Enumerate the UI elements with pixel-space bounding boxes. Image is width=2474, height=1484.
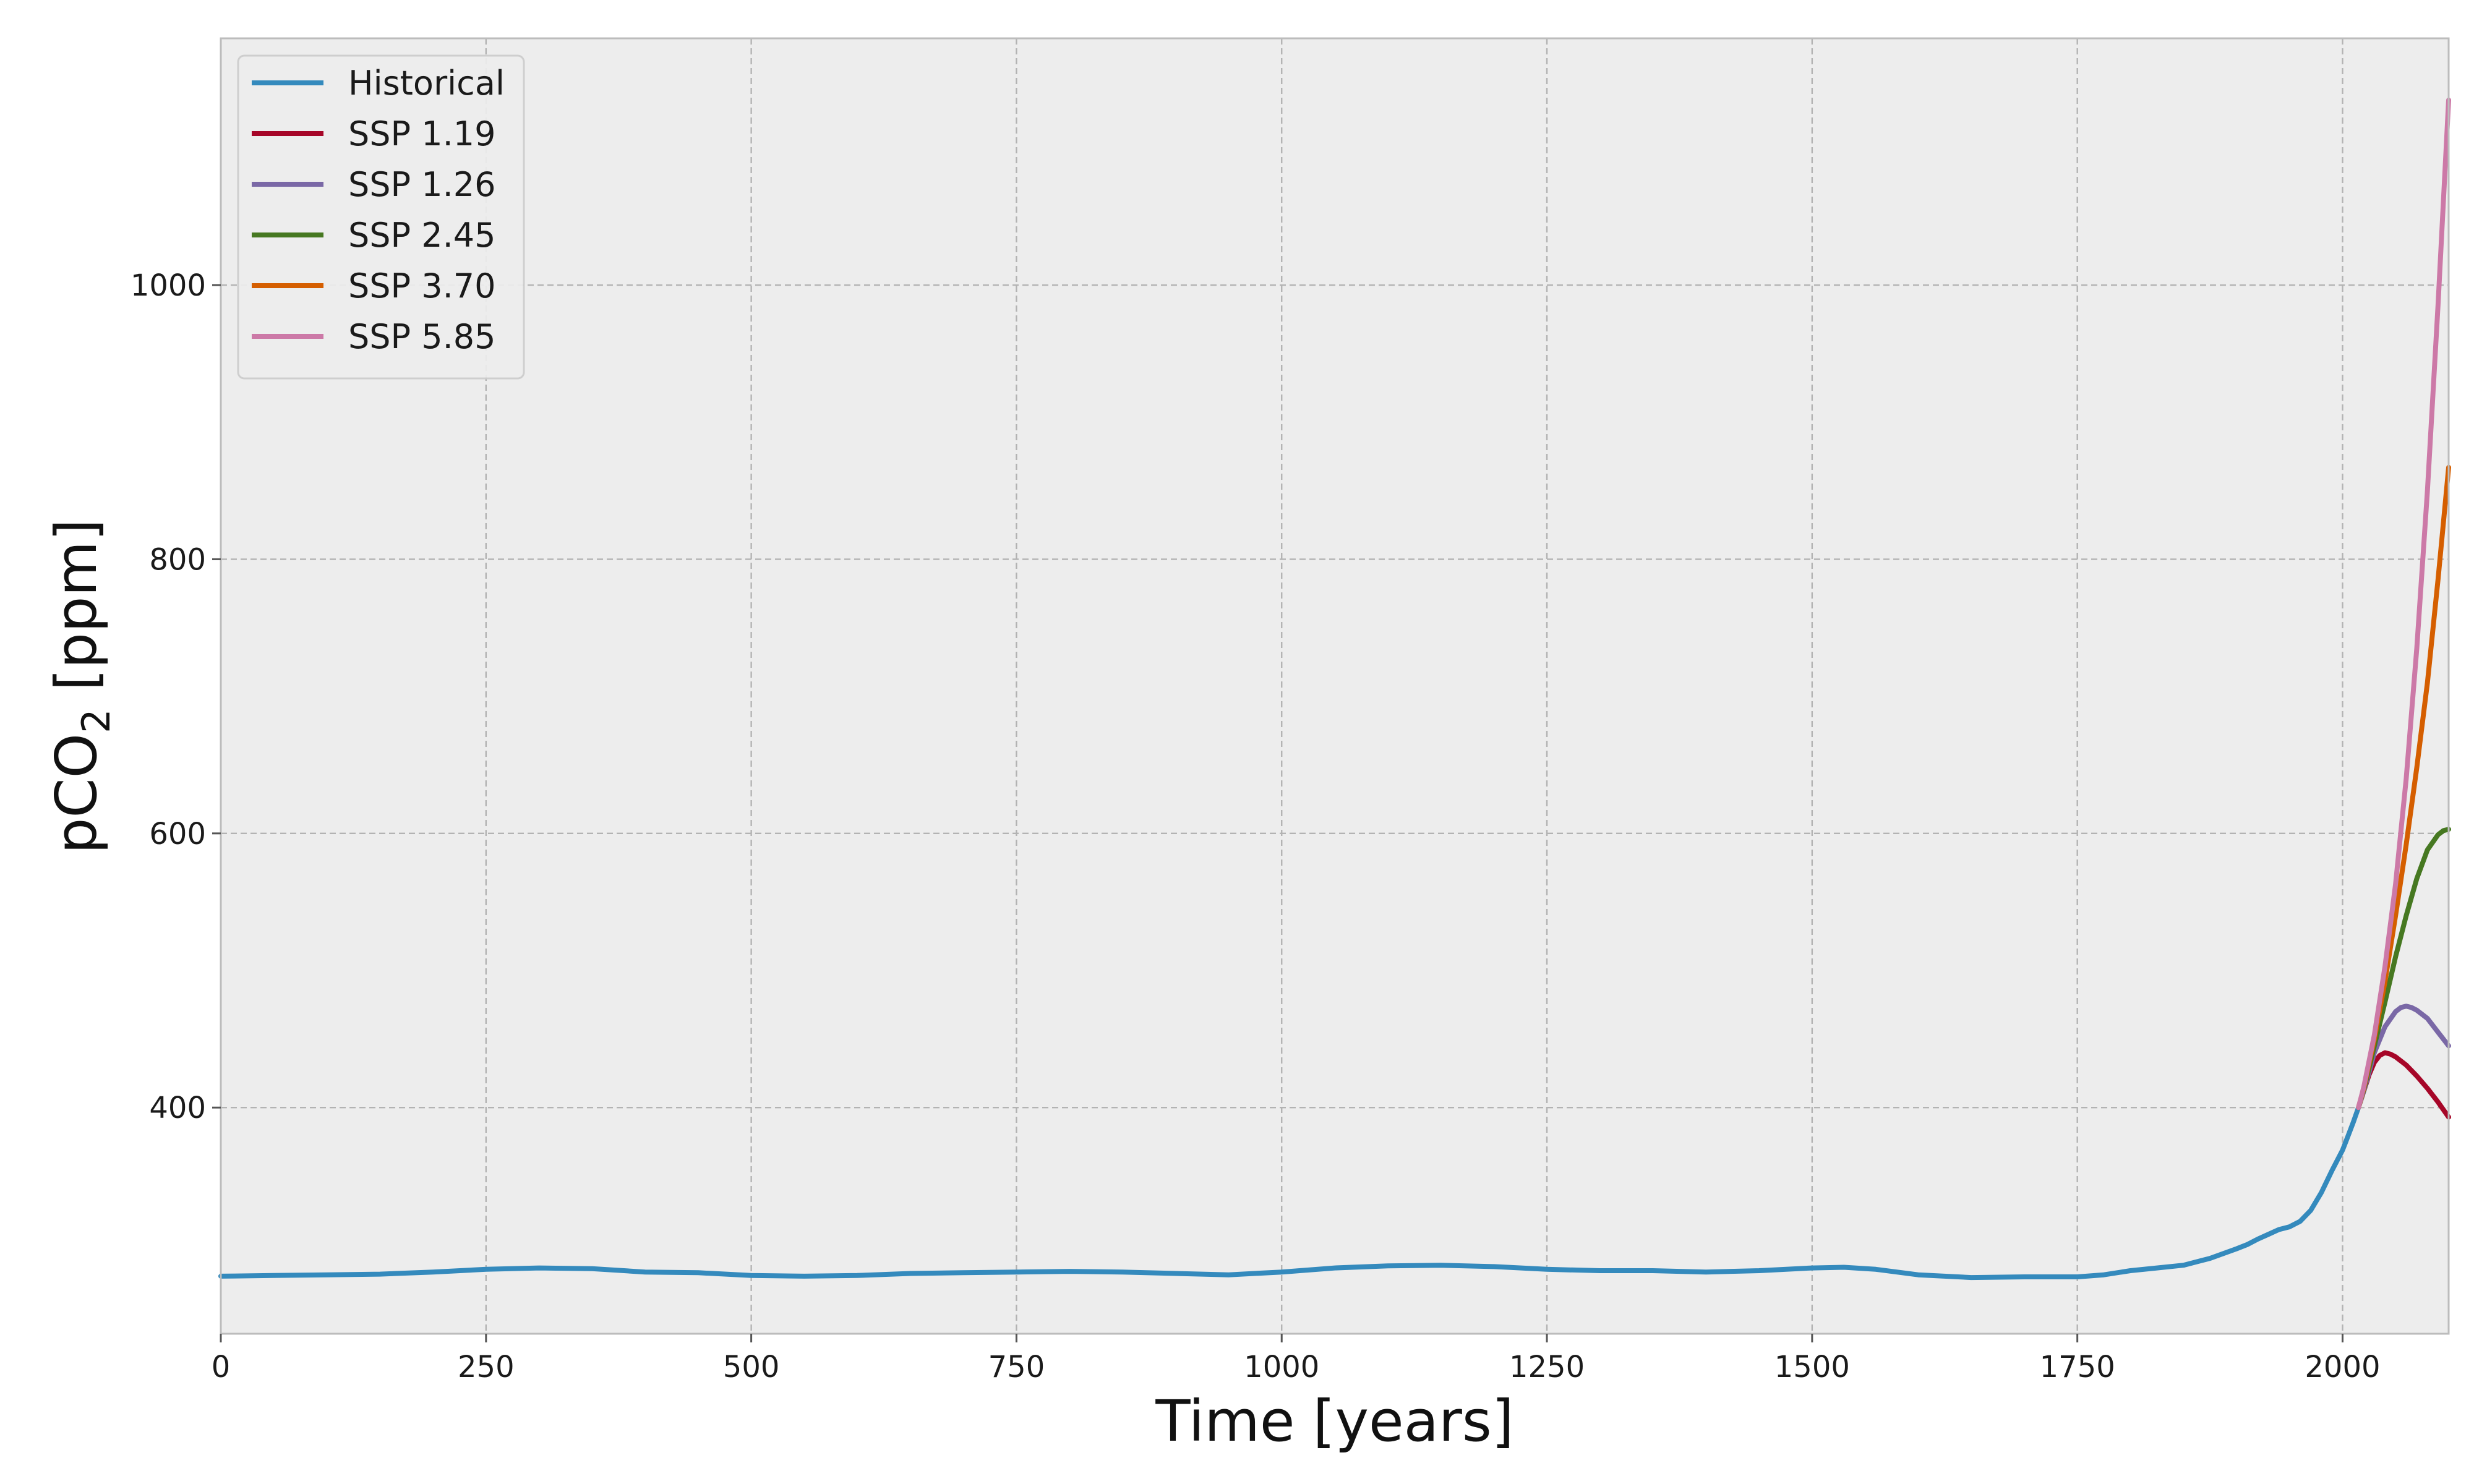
legend-label: SSP 3.70 bbox=[348, 267, 496, 305]
x-tick-label: 750 bbox=[988, 1350, 1045, 1384]
legend-label: SSP 2.45 bbox=[348, 216, 496, 255]
legend-box bbox=[237, 54, 525, 380]
x-tick-label: 1750 bbox=[2040, 1350, 2115, 1384]
y-axis-title-subscript: 2 bbox=[74, 709, 119, 733]
legend: Historical SSP 1.19 SSP 1.26 SSP 2.45 SSP 3.… bbox=[237, 54, 525, 380]
x-tick-label: 0 bbox=[212, 1350, 231, 1384]
x-tick-label: 500 bbox=[723, 1350, 780, 1384]
ticks: 0 250 500 750 1000 1250 1500 1750 2000 400 600 800 1… bbox=[131, 268, 2381, 1384]
plot-frame bbox=[220, 37, 2450, 1335]
y-axis-title-unit: [ppm] bbox=[43, 519, 109, 709]
y-tick-label: 600 bbox=[149, 817, 206, 851]
x-axis-title: Time [years] bbox=[1155, 1388, 1513, 1454]
x-tick-label: 250 bbox=[458, 1350, 515, 1384]
x-tick-label: 1500 bbox=[1774, 1350, 1850, 1384]
x-tick-label: 2000 bbox=[2305, 1350, 2380, 1384]
series-layer bbox=[218, 97, 2451, 1281]
grid bbox=[220, 38, 2449, 1334]
legend-label: Historical bbox=[348, 64, 505, 103]
legend-label: SSP 1.26 bbox=[348, 165, 496, 204]
y-tick-label: 1000 bbox=[131, 268, 206, 303]
series-line-ssp-5-85 bbox=[2356, 97, 2451, 1111]
y-axis-title-main: pCO bbox=[43, 733, 109, 854]
legend-label: SSP 1.19 bbox=[348, 114, 496, 153]
y-axis-title: pCO2 [ppm] bbox=[43, 519, 119, 854]
x-tick-label: 1000 bbox=[1244, 1350, 1319, 1384]
x-tick-label: 1250 bbox=[1509, 1350, 1585, 1384]
y-tick-label: 800 bbox=[149, 542, 206, 577]
plot-area bbox=[221, 38, 2449, 1334]
legend-label: SSP 5.85 bbox=[348, 317, 496, 356]
y-tick-label: 400 bbox=[149, 1091, 206, 1125]
series-line-historical bbox=[218, 1105, 2361, 1281]
